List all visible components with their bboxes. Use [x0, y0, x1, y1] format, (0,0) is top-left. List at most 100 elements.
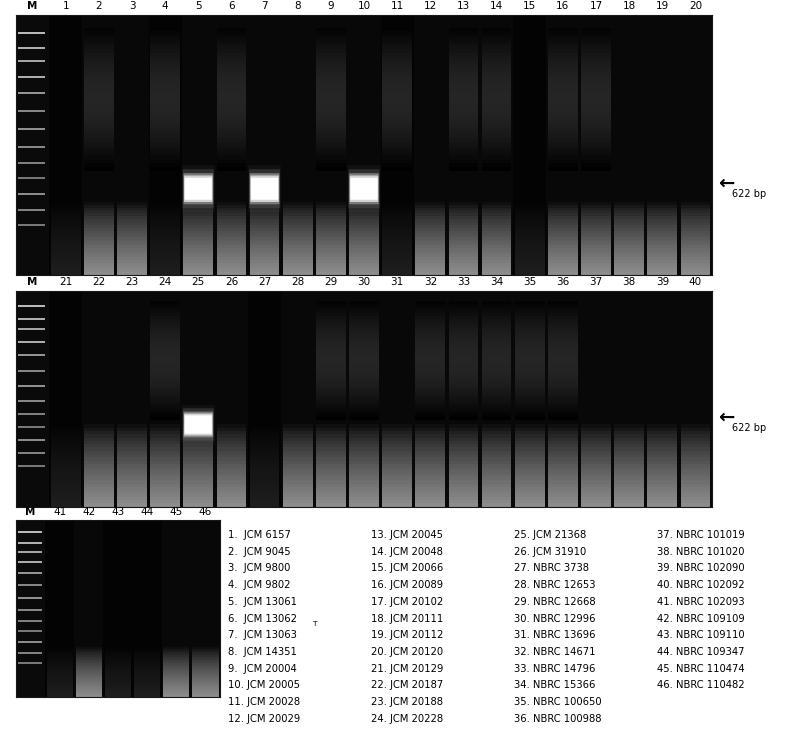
Bar: [482, 316, 511, 319]
Bar: [76, 661, 102, 663]
Bar: [482, 78, 511, 81]
Bar: [105, 691, 131, 693]
Bar: [482, 403, 511, 406]
Bar: [548, 381, 578, 384]
Text: 26: 26: [225, 277, 238, 288]
Bar: [613, 15, 646, 274]
Bar: [515, 484, 545, 487]
Bar: [548, 361, 578, 364]
Bar: [382, 251, 412, 254]
Bar: [51, 231, 81, 234]
Bar: [316, 337, 346, 340]
Bar: [217, 117, 246, 121]
Bar: [382, 477, 412, 480]
Bar: [150, 254, 180, 257]
Bar: [614, 441, 644, 444]
Bar: [581, 222, 611, 225]
Text: 42. NBRC 109109: 42. NBRC 109109: [657, 613, 745, 624]
Bar: [482, 454, 511, 458]
Bar: [46, 653, 73, 655]
Bar: [581, 163, 611, 167]
Text: 39. NBRC 102090: 39. NBRC 102090: [657, 564, 745, 573]
Bar: [515, 349, 545, 352]
Bar: [316, 156, 346, 160]
Bar: [548, 414, 578, 417]
Bar: [581, 28, 611, 31]
Bar: [250, 236, 279, 239]
Bar: [515, 272, 545, 274]
Bar: [316, 431, 346, 434]
Bar: [349, 490, 379, 493]
Bar: [548, 219, 578, 222]
Bar: [349, 487, 379, 490]
Bar: [250, 211, 279, 214]
Bar: [449, 251, 478, 254]
Bar: [150, 216, 180, 219]
Bar: [316, 441, 346, 444]
Bar: [84, 160, 114, 163]
Bar: [283, 460, 313, 464]
Bar: [415, 387, 445, 390]
Bar: [382, 260, 412, 263]
Bar: [316, 239, 346, 242]
Bar: [415, 352, 445, 355]
Bar: [681, 239, 710, 242]
Bar: [316, 307, 346, 310]
Text: 22: 22: [92, 277, 106, 288]
Bar: [183, 208, 213, 211]
Bar: [250, 266, 279, 269]
Bar: [382, 110, 412, 113]
Bar: [382, 202, 412, 205]
Bar: [105, 675, 131, 677]
Bar: [515, 458, 545, 460]
Bar: [581, 228, 611, 231]
Bar: [581, 216, 611, 219]
Bar: [84, 81, 114, 85]
Bar: [415, 319, 445, 322]
Bar: [614, 504, 644, 507]
Bar: [84, 427, 114, 431]
Bar: [134, 673, 160, 675]
Bar: [316, 38, 346, 42]
Bar: [482, 484, 511, 487]
Bar: [581, 110, 611, 113]
Bar: [84, 42, 114, 45]
Bar: [449, 222, 478, 225]
Bar: [192, 649, 218, 651]
Bar: [316, 408, 346, 411]
Bar: [548, 434, 578, 438]
Bar: [283, 205, 313, 208]
Bar: [51, 447, 81, 451]
Bar: [482, 302, 511, 305]
Bar: [415, 228, 445, 231]
Bar: [548, 484, 578, 487]
Bar: [449, 397, 478, 400]
Bar: [382, 444, 412, 447]
Bar: [316, 121, 346, 124]
Bar: [150, 228, 180, 231]
Bar: [415, 260, 445, 263]
Bar: [150, 337, 180, 340]
Text: 42: 42: [82, 507, 95, 517]
Bar: [316, 480, 346, 484]
Bar: [415, 346, 445, 349]
FancyBboxPatch shape: [182, 405, 214, 444]
Bar: [349, 343, 379, 346]
Bar: [183, 205, 213, 208]
Text: 46: 46: [199, 507, 212, 517]
Bar: [117, 251, 147, 254]
Bar: [382, 222, 412, 225]
Bar: [117, 484, 147, 487]
Bar: [316, 400, 346, 403]
Bar: [415, 331, 445, 334]
Bar: [84, 484, 114, 487]
Bar: [283, 251, 313, 254]
Text: 27. NBRC 3738: 27. NBRC 3738: [514, 564, 589, 573]
Bar: [548, 56, 578, 60]
Bar: [250, 460, 279, 464]
Bar: [415, 458, 445, 460]
Bar: [183, 434, 213, 438]
Bar: [150, 384, 180, 387]
Bar: [316, 305, 346, 307]
Bar: [415, 384, 445, 387]
